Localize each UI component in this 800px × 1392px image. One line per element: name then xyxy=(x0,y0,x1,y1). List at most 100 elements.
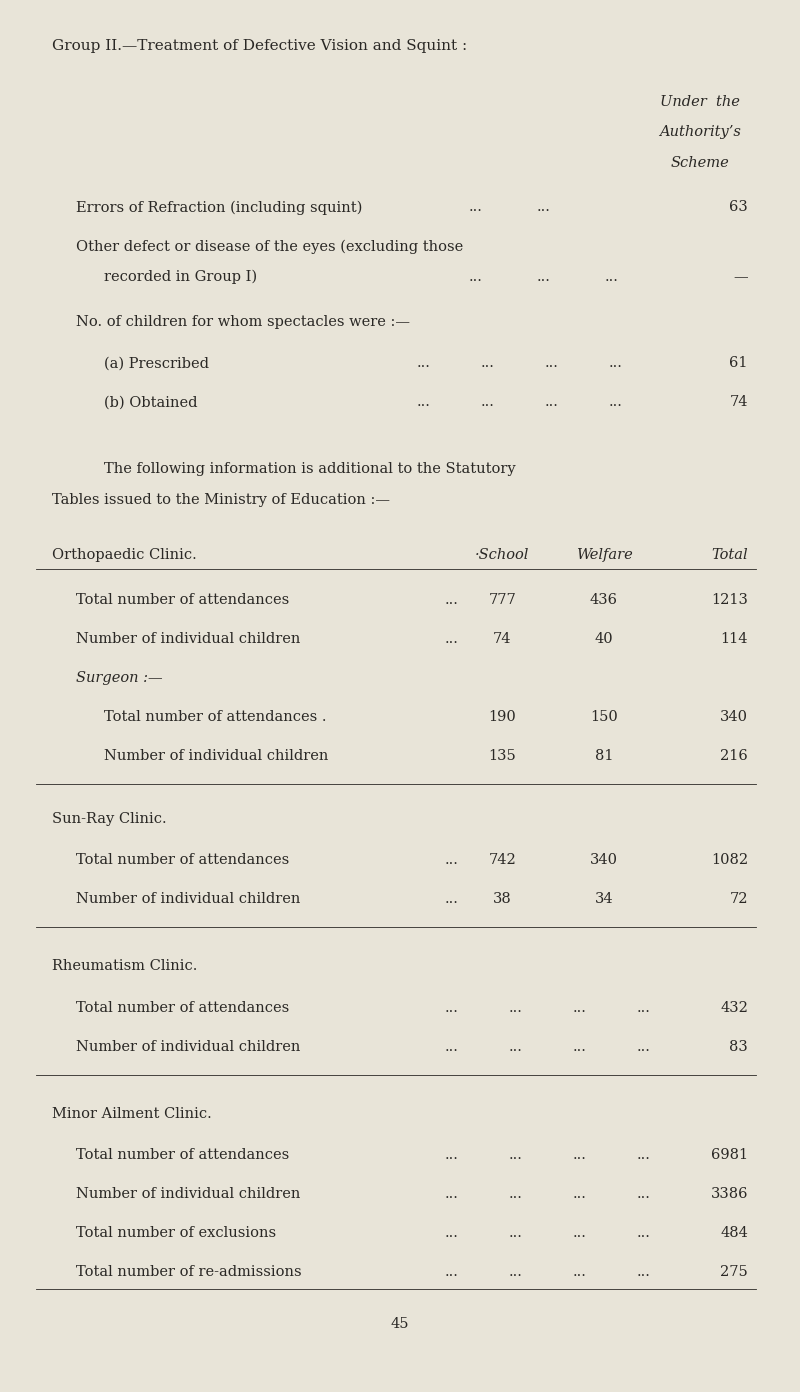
Text: Number of individual children: Number of individual children xyxy=(76,1040,300,1054)
Text: ...: ... xyxy=(469,270,483,284)
Text: Sun-Ray Clinic.: Sun-Ray Clinic. xyxy=(52,812,166,825)
Text: Total number of attendances: Total number of attendances xyxy=(76,1148,290,1162)
Text: ...: ... xyxy=(573,1226,587,1240)
Text: 38: 38 xyxy=(493,892,512,906)
Text: ...: ... xyxy=(637,1226,651,1240)
Text: ...: ... xyxy=(445,1148,459,1162)
Text: ...: ... xyxy=(637,1187,651,1201)
Text: 1082: 1082 xyxy=(711,853,748,867)
Text: 3386: 3386 xyxy=(710,1187,748,1201)
Text: ...: ... xyxy=(637,1148,651,1162)
Text: 275: 275 xyxy=(720,1265,748,1279)
Text: 216: 216 xyxy=(720,749,748,763)
Text: 40: 40 xyxy=(594,632,614,646)
Text: Total number of attendances: Total number of attendances xyxy=(76,593,290,607)
Text: ...: ... xyxy=(637,1265,651,1279)
Text: 150: 150 xyxy=(590,710,618,724)
Text: ...: ... xyxy=(509,1040,523,1054)
Text: 1213: 1213 xyxy=(711,593,748,607)
Text: ...: ... xyxy=(445,1265,459,1279)
Text: ...: ... xyxy=(509,1148,523,1162)
Text: Errors of Refraction (including squint): Errors of Refraction (including squint) xyxy=(76,200,362,214)
Text: ...: ... xyxy=(445,892,459,906)
Text: Orthopaedic Clinic.: Orthopaedic Clinic. xyxy=(52,548,197,562)
Text: Number of individual children: Number of individual children xyxy=(76,1187,300,1201)
Text: 6981: 6981 xyxy=(711,1148,748,1162)
Text: 81: 81 xyxy=(594,749,614,763)
Text: ...: ... xyxy=(445,853,459,867)
Text: ...: ... xyxy=(445,632,459,646)
Text: Authority’s: Authority’s xyxy=(659,125,741,139)
Text: ...: ... xyxy=(445,1001,459,1015)
Text: ...: ... xyxy=(509,1187,523,1201)
Text: Tables issued to the Ministry of Education :—: Tables issued to the Ministry of Educati… xyxy=(52,493,390,507)
Text: ...: ... xyxy=(637,1001,651,1015)
Text: ...: ... xyxy=(609,356,623,370)
Text: 61: 61 xyxy=(730,356,748,370)
Text: Number of individual children: Number of individual children xyxy=(104,749,328,763)
Text: Total number of exclusions: Total number of exclusions xyxy=(76,1226,276,1240)
Text: Rheumatism Clinic.: Rheumatism Clinic. xyxy=(52,959,198,973)
Text: Total number of re-admissions: Total number of re-admissions xyxy=(76,1265,302,1279)
Text: Total number of attendances: Total number of attendances xyxy=(76,853,290,867)
Text: ...: ... xyxy=(545,395,559,409)
Text: Number of individual children: Number of individual children xyxy=(76,892,300,906)
Text: ...: ... xyxy=(445,1187,459,1201)
Text: recorded in Group I): recorded in Group I) xyxy=(104,270,257,284)
Text: No. of children for whom spectacles were :—: No. of children for whom spectacles were… xyxy=(76,315,410,329)
Text: 484: 484 xyxy=(720,1226,748,1240)
Text: ...: ... xyxy=(417,356,431,370)
Text: ...: ... xyxy=(509,1226,523,1240)
Text: Total number of attendances: Total number of attendances xyxy=(76,1001,290,1015)
Text: ...: ... xyxy=(445,593,459,607)
Text: ...: ... xyxy=(573,1001,587,1015)
Text: ...: ... xyxy=(469,200,483,214)
Text: 74: 74 xyxy=(730,395,748,409)
Text: 432: 432 xyxy=(720,1001,748,1015)
Text: ...: ... xyxy=(573,1040,587,1054)
Text: ...: ... xyxy=(417,395,431,409)
Text: 135: 135 xyxy=(489,749,516,763)
Text: 34: 34 xyxy=(594,892,614,906)
Text: Welfare: Welfare xyxy=(576,548,632,562)
Text: ...: ... xyxy=(509,1265,523,1279)
Text: ...: ... xyxy=(573,1265,587,1279)
Text: 74: 74 xyxy=(493,632,512,646)
Text: ...: ... xyxy=(605,270,619,284)
Text: Surgeon :—: Surgeon :— xyxy=(76,671,162,685)
Text: Other defect or disease of the eyes (excluding those: Other defect or disease of the eyes (exc… xyxy=(76,239,463,253)
Text: ...: ... xyxy=(537,270,551,284)
Text: ...: ... xyxy=(537,200,551,214)
Text: ...: ... xyxy=(481,356,495,370)
Text: Number of individual children: Number of individual children xyxy=(76,632,300,646)
Text: ...: ... xyxy=(637,1040,651,1054)
Text: 190: 190 xyxy=(489,710,516,724)
Text: ·School: ·School xyxy=(475,548,530,562)
Text: 83: 83 xyxy=(730,1040,748,1054)
Text: 436: 436 xyxy=(590,593,618,607)
Text: ...: ... xyxy=(445,1040,459,1054)
Text: —: — xyxy=(734,270,748,284)
Text: ...: ... xyxy=(545,356,559,370)
Text: 45: 45 xyxy=(390,1317,410,1331)
Text: ...: ... xyxy=(573,1148,587,1162)
Text: ...: ... xyxy=(573,1187,587,1201)
Text: ...: ... xyxy=(509,1001,523,1015)
Text: 72: 72 xyxy=(730,892,748,906)
Text: (b) Obtained: (b) Obtained xyxy=(104,395,198,409)
Text: ...: ... xyxy=(445,1226,459,1240)
Text: Total number of attendances .: Total number of attendances . xyxy=(104,710,326,724)
Text: The following information is additional to the Statutory: The following information is additional … xyxy=(104,462,516,476)
Text: Group II.—Treatment of Defective Vision and Squint :: Group II.—Treatment of Defective Vision … xyxy=(52,39,467,53)
Text: Total: Total xyxy=(711,548,748,562)
Text: 63: 63 xyxy=(730,200,748,214)
Text: Scheme: Scheme xyxy=(670,156,730,170)
Text: 340: 340 xyxy=(720,710,748,724)
Text: 777: 777 xyxy=(489,593,516,607)
Text: 114: 114 xyxy=(721,632,748,646)
Text: ...: ... xyxy=(609,395,623,409)
Text: ...: ... xyxy=(481,395,495,409)
Text: 340: 340 xyxy=(590,853,618,867)
Text: Minor Ailment Clinic.: Minor Ailment Clinic. xyxy=(52,1107,212,1121)
Text: (a) Prescribed: (a) Prescribed xyxy=(104,356,209,370)
